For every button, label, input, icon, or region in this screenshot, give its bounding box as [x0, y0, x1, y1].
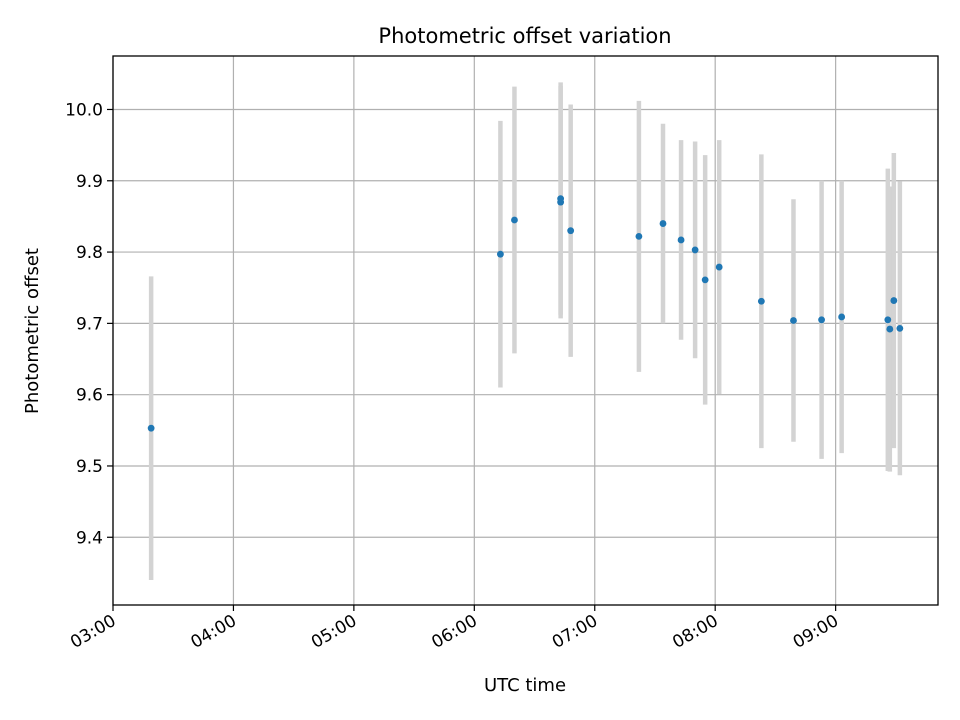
data-point — [147, 424, 155, 432]
data-point — [757, 297, 765, 305]
x-tick-label: 07:00 — [549, 611, 601, 653]
y-tick-label: 10.0 — [65, 100, 103, 120]
data-point — [511, 216, 518, 224]
y-tick-label: 9.6 — [76, 386, 103, 406]
data-point — [691, 246, 699, 254]
data-point — [715, 263, 723, 271]
x-axis-ticks: 03:00 04:00 05:00 06:00 07:00 08:00 09:00 — [67, 605, 842, 653]
data-point — [567, 227, 575, 235]
y-tick-label: 9.7 — [76, 314, 103, 334]
chart-title: Photometric offset variation — [378, 24, 671, 48]
data-point — [896, 324, 904, 332]
grid — [112, 56, 938, 605]
data-point — [790, 317, 797, 324]
x-axis-title: UTC time — [484, 675, 566, 696]
data-point — [677, 236, 685, 244]
plot-frame — [112, 55, 939, 606]
error-bars — [148, 82, 903, 581]
y-axis-ticks: 9.4 9.5 9.6 9.7 9.8 9.9 10.0 — [65, 100, 113, 548]
data-point — [890, 297, 898, 304]
y-axis-title: Photometric offset — [22, 248, 43, 414]
x-tick-label: 03:00 — [67, 611, 119, 653]
data-point — [659, 220, 667, 227]
y-tick-label: 9.8 — [76, 243, 103, 263]
y-tick-label: 9.9 — [76, 172, 103, 192]
data-point — [818, 316, 825, 324]
data-point — [497, 250, 504, 258]
data-point — [886, 325, 894, 333]
data-point — [635, 232, 643, 240]
x-tick-label: 08:00 — [669, 611, 721, 653]
x-tick-label: 04:00 — [188, 611, 240, 653]
data-point — [701, 276, 709, 284]
data-point — [884, 316, 892, 324]
x-tick-label: 09:00 — [790, 611, 842, 653]
x-tick-label: 05:00 — [308, 611, 360, 653]
x-tick-label: 06:00 — [428, 611, 480, 653]
data-point — [557, 198, 565, 206]
y-tick-label: 9.5 — [76, 457, 103, 477]
data-points — [147, 195, 904, 432]
y-tick-label: 9.4 — [76, 528, 103, 548]
data-point — [838, 313, 846, 321]
